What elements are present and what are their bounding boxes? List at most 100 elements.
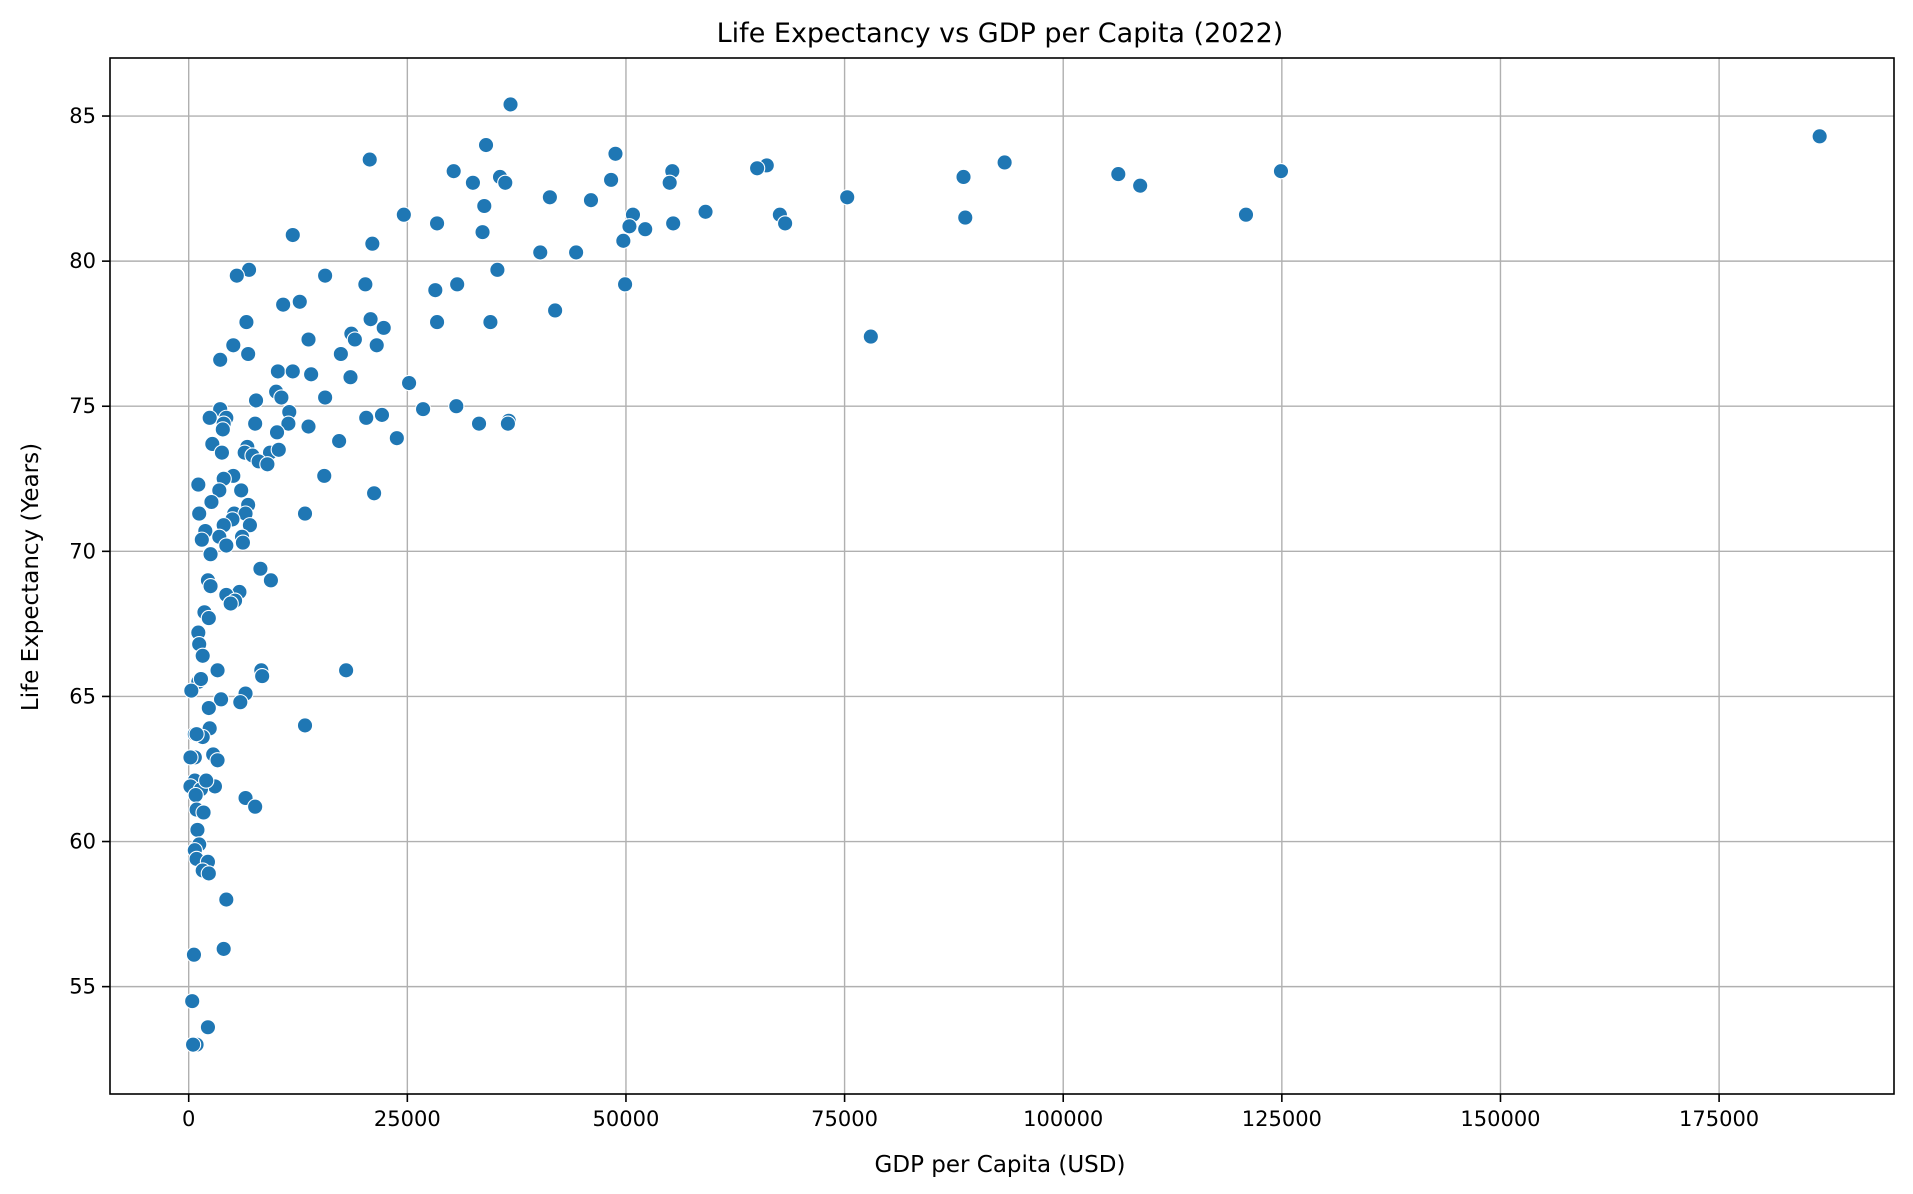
data-point (955, 168, 972, 186)
data-point (195, 804, 212, 821)
data-point (489, 261, 506, 278)
x-tick-label: 100000 (1023, 1107, 1103, 1131)
data-point (449, 276, 466, 293)
data-point (330, 432, 348, 450)
x-tick-label: 150000 (1460, 1107, 1540, 1131)
data-point (212, 351, 229, 368)
data-point (198, 772, 215, 789)
data-point (621, 218, 638, 235)
data-point (270, 441, 287, 458)
data-point (300, 418, 317, 435)
data-point (212, 691, 230, 708)
data-point (474, 223, 491, 241)
data-point (388, 430, 405, 447)
data-point (395, 206, 412, 223)
y-tick-label: 85 (69, 104, 96, 128)
data-point (602, 171, 620, 189)
data-point (273, 389, 290, 406)
data-point (233, 482, 250, 499)
data-point (203, 493, 220, 511)
data-point (225, 337, 242, 354)
data-point (247, 415, 264, 432)
data-point (182, 749, 199, 766)
data-point (199, 1019, 217, 1036)
data-point (209, 752, 226, 769)
data-point (957, 209, 974, 226)
data-point (316, 467, 333, 485)
data-point (358, 409, 375, 426)
data-point (192, 670, 210, 688)
data-point (546, 302, 564, 319)
data-point (427, 282, 444, 299)
data-point (234, 534, 252, 551)
data-point (209, 662, 226, 679)
data-point (364, 235, 381, 252)
data-point (284, 363, 301, 380)
data-point (1237, 206, 1255, 223)
data-point (238, 313, 255, 331)
data-point (582, 192, 600, 209)
data-point (268, 424, 286, 441)
data-point (247, 798, 264, 815)
x-tick-label: 175000 (1679, 1107, 1759, 1131)
data-point (200, 699, 217, 717)
grid-layer (110, 58, 1894, 1094)
data-point (1272, 163, 1290, 180)
data-point (228, 267, 245, 284)
data-point (202, 578, 219, 595)
data-point (296, 505, 314, 522)
data-point (183, 682, 200, 699)
data-point (215, 940, 232, 958)
data-point (222, 595, 239, 612)
data-point (616, 276, 634, 293)
data-point (284, 226, 301, 244)
data-point (211, 482, 228, 499)
points-layer (182, 96, 1828, 1053)
data-point (342, 369, 359, 386)
data-point (862, 328, 879, 345)
data-point (357, 276, 374, 293)
data-point (470, 415, 488, 432)
data-point (477, 136, 495, 154)
data-point (361, 151, 378, 168)
data-point (262, 572, 280, 589)
data-point (291, 293, 308, 310)
data-point (464, 174, 482, 191)
data-point (194, 647, 211, 664)
data-point (996, 154, 1013, 171)
data-point (193, 531, 210, 548)
data-point (302, 366, 320, 383)
data-point (414, 400, 432, 418)
data-point (214, 421, 231, 438)
data-point (1110, 165, 1127, 183)
data-point (316, 267, 334, 284)
data-point (1132, 177, 1149, 194)
x-axis-label: GDP per Capita (USD) (875, 1152, 1126, 1178)
x-tick-label: 50000 (593, 1107, 660, 1131)
y-tick-label: 65 (69, 684, 96, 708)
data-point (615, 232, 632, 249)
y-tick-label: 70 (69, 539, 96, 563)
data-point (776, 215, 794, 232)
data-point (365, 485, 383, 502)
y-tick-label: 80 (69, 249, 96, 273)
data-point (188, 726, 205, 743)
data-point (661, 174, 678, 191)
data-point (428, 313, 446, 331)
data-point (201, 409, 218, 426)
x-tick-label: 75000 (811, 1107, 878, 1131)
data-point (280, 415, 297, 432)
data-point (247, 392, 265, 409)
data-point (184, 1036, 202, 1053)
data-point (502, 96, 519, 113)
data-point (259, 456, 276, 473)
chart-title: Life Expectancy vs GDP per Capita (2022) (717, 18, 1284, 49)
data-point (185, 946, 203, 963)
data-point (476, 197, 493, 215)
data-point (213, 444, 231, 461)
data-point (499, 415, 517, 432)
data-point (241, 517, 259, 534)
data-point (189, 821, 206, 839)
data-point (1811, 128, 1828, 145)
